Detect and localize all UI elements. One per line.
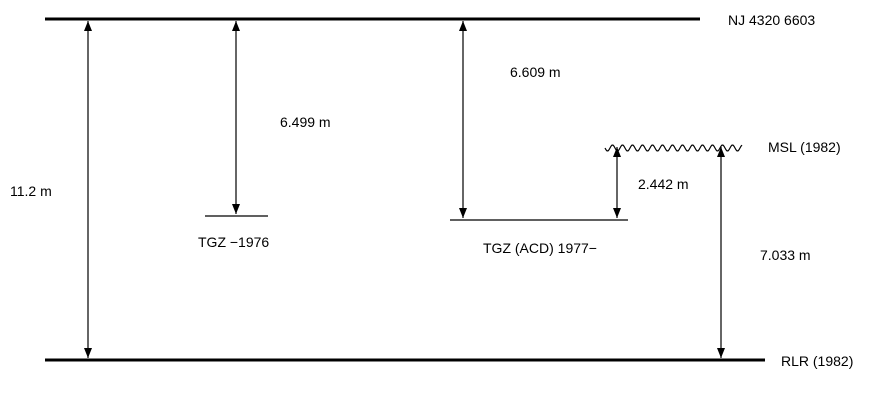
rlr-label: RLR (1982) (781, 353, 854, 369)
tgz-old-label: TGZ −1976 (198, 234, 270, 250)
msl-label: MSL (1982) (768, 139, 841, 155)
tgz-acd-to-msl-value: 2.442 m (638, 176, 689, 192)
tgz-acd-label: TGZ (ACD) 1977− (483, 240, 597, 256)
total-height-value: 11.2 m (10, 183, 52, 199)
tgz-old-value: 6.499 m (280, 114, 331, 130)
top-datum-label: NJ 4320 6603 (728, 12, 816, 28)
tgz-acd-value: 6.609 m (510, 64, 561, 80)
msl-to-rlr-value: 7.033 m (760, 247, 811, 263)
